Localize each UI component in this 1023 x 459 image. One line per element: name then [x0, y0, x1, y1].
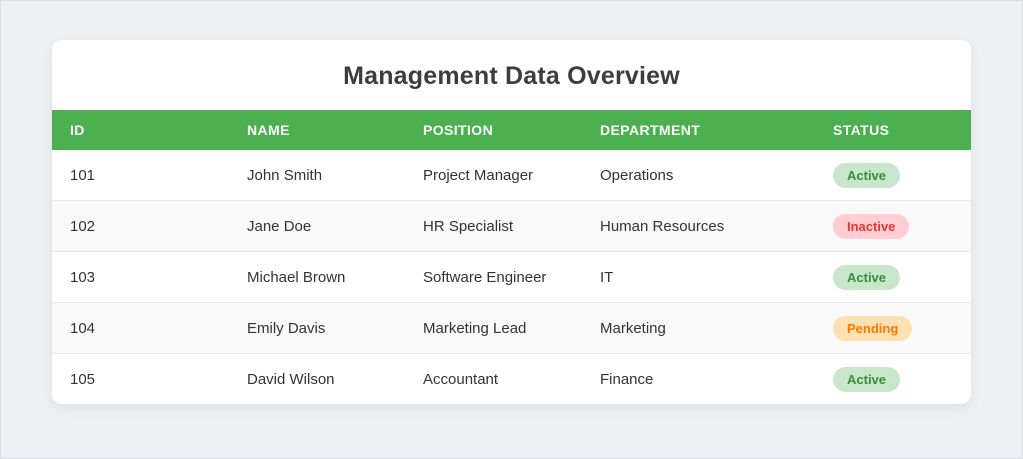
cell-position: Software Engineer [405, 251, 582, 303]
table-row: 101 John Smith Project Manager Operation… [52, 150, 971, 201]
table-row: 104 Emily Davis Marketing Lead Marketing… [52, 302, 971, 354]
cell-name: John Smith [247, 166, 323, 184]
status-badge: Pending [833, 315, 913, 341]
cell-name: Michael Brown [229, 251, 405, 303]
cell-id: 105 [52, 353, 229, 404]
cell-id: 103 [52, 251, 229, 303]
column-header-name: NAME [229, 110, 405, 150]
table-row: 103 Michael Brown Software Engineer IT A… [52, 251, 971, 303]
status-badge: Active [833, 366, 901, 392]
cell-status: Active [815, 150, 971, 201]
cell-status: Active [815, 251, 971, 303]
column-header-position: POSITION [405, 110, 582, 150]
column-header-id: ID [52, 110, 229, 150]
table-row: 102 Jane Doe HR Specialist Human Resourc… [52, 200, 971, 252]
status-badge: Inactive [833, 213, 910, 239]
data-card: Management Data Overview ID NAME POSITIO… [52, 40, 971, 404]
cell-status: Active [815, 353, 971, 404]
table-header-row: ID NAME POSITION DEPARTMENT STATUS [52, 110, 971, 150]
status-badge: Active [833, 264, 901, 290]
cell-id: 102 [52, 200, 229, 252]
cell-name: Emily Davis [229, 302, 405, 354]
cell-position: HR Specialist [405, 200, 582, 252]
cell-position: Project Manager [423, 166, 534, 184]
cell-department: Finance [582, 353, 815, 404]
table-row: 105 David Wilson Accountant Finance Acti… [52, 353, 971, 404]
cell-id: 104 [52, 302, 229, 354]
cell-department: Human Resources [582, 200, 815, 252]
cell-position: Marketing Lead [405, 302, 582, 354]
column-header-department: DEPARTMENT [582, 110, 815, 150]
cell-name: Jane Doe [229, 200, 405, 252]
cell-department: Marketing [582, 302, 815, 354]
cell-status: Inactive [815, 200, 971, 252]
column-header-status: STATUS [815, 110, 971, 150]
status-badge: Active [833, 162, 901, 188]
cell-position: Accountant [405, 353, 582, 404]
page-title: Management Data Overview [343, 62, 680, 90]
cell-id: 101 [70, 166, 96, 184]
management-data-table: ID NAME POSITION DEPARTMENT STATUS 101 J… [52, 110, 971, 404]
cell-department: Operations [600, 166, 674, 184]
cell-department: IT [582, 251, 815, 303]
cell-name: David Wilson [229, 353, 405, 404]
cell-status: Pending [815, 302, 971, 354]
